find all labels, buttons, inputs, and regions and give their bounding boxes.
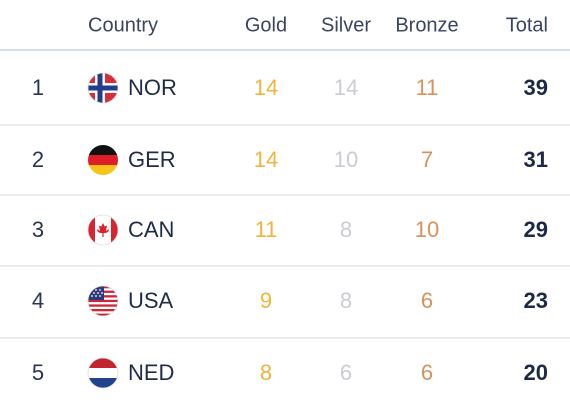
country-code: USA xyxy=(128,288,174,313)
rank: 4 xyxy=(32,288,44,313)
column-header: Silver xyxy=(321,14,371,36)
total-count: 39 xyxy=(524,75,548,100)
gold-count: 14 xyxy=(254,147,278,172)
gold-count: 9 xyxy=(260,288,272,313)
flag-nor xyxy=(87,72,119,104)
rank: 1 xyxy=(32,75,44,100)
flag-usa xyxy=(87,285,119,317)
gold-count: 8 xyxy=(260,360,272,385)
bronze-count: 6 xyxy=(421,288,433,313)
silver-count: 8 xyxy=(340,288,352,313)
silver-count: 10 xyxy=(334,147,358,172)
rank: 2 xyxy=(32,147,44,172)
country-code: NOR xyxy=(128,75,177,100)
silver-count: 8 xyxy=(340,217,352,242)
gold-count: 11 xyxy=(255,217,278,242)
total-count: 31 xyxy=(524,147,548,172)
bronze-count: 7 xyxy=(421,147,433,172)
column-header: Total xyxy=(506,14,548,36)
silver-count: 6 xyxy=(340,360,352,385)
bronze-count: 11 xyxy=(416,75,439,100)
rank: 3 xyxy=(32,217,44,242)
column-header: Bronze xyxy=(395,14,458,36)
flag-can xyxy=(87,214,119,246)
column-header: Gold xyxy=(245,14,287,36)
country-code: GER xyxy=(128,147,176,172)
total-count: 23 xyxy=(524,288,548,313)
bronze-count: 6 xyxy=(421,360,433,385)
rank: 5 xyxy=(32,360,44,385)
total-count: 20 xyxy=(524,360,548,385)
silver-count: 14 xyxy=(334,75,358,100)
country-code: CAN xyxy=(128,217,174,242)
flag-ned xyxy=(87,357,119,389)
bronze-count: 10 xyxy=(415,217,439,242)
total-count: 29 xyxy=(524,217,548,242)
flag-ger xyxy=(88,145,118,175)
column-header: Country xyxy=(88,14,158,36)
gold-count: 14 xyxy=(254,75,278,100)
country-code: NED xyxy=(128,360,174,385)
